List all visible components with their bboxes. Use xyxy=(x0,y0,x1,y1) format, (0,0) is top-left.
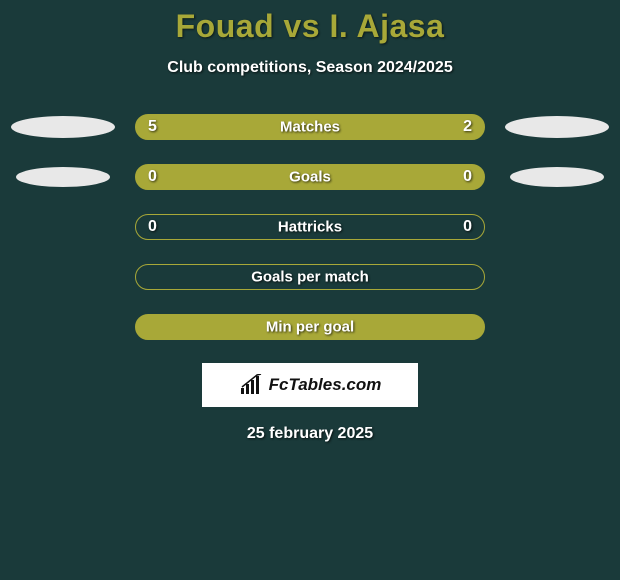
club-logo-left-icon xyxy=(16,167,110,187)
stat-bar-goals: 0 Goals 0 xyxy=(135,164,485,190)
club-logo-left-icon xyxy=(11,116,115,138)
stat-bar-min-per-goal: Min per goal xyxy=(135,314,485,340)
stat-label: Hattricks xyxy=(136,219,484,236)
right-badge xyxy=(503,115,611,139)
left-badge xyxy=(9,115,117,139)
brand-text: FcTables.com xyxy=(269,375,382,395)
stat-label: Goals xyxy=(136,169,484,186)
subtitle: Club competitions, Season 2024/2025 xyxy=(0,59,620,77)
brand-box[interactable]: FcTables.com xyxy=(202,363,418,407)
stat-bar-goals-per-match: Goals per match xyxy=(135,264,485,290)
stat-row-matches: 5 Matches 2 xyxy=(0,113,620,141)
stat-row-goals-per-match: Goals per match xyxy=(0,263,620,291)
stat-row-goals: 0 Goals 0 xyxy=(0,163,620,191)
club-logo-right-icon xyxy=(510,167,604,187)
date-text: 25 february 2025 xyxy=(0,425,620,443)
page-title: Fouad vs I. Ajasa xyxy=(0,8,620,45)
stat-value-right: 0 xyxy=(463,168,472,186)
stat-bar-matches: 5 Matches 2 xyxy=(135,114,485,140)
club-logo-right-icon xyxy=(505,116,609,138)
chart-icon xyxy=(239,374,265,396)
left-badge xyxy=(9,165,117,189)
widget-root: Fouad vs I. Ajasa Club competitions, Sea… xyxy=(0,0,620,443)
stat-label: Matches xyxy=(136,119,484,136)
right-badge xyxy=(503,165,611,189)
stat-value-right: 2 xyxy=(463,118,472,136)
stat-row-hattricks: 0 Hattricks 0 xyxy=(0,213,620,241)
stat-value-right: 0 xyxy=(463,218,472,236)
stat-row-min-per-goal: Min per goal xyxy=(0,313,620,341)
stat-label: Goals per match xyxy=(136,269,484,286)
stat-bar-hattricks: 0 Hattricks 0 xyxy=(135,214,485,240)
stat-label: Min per goal xyxy=(136,319,484,336)
